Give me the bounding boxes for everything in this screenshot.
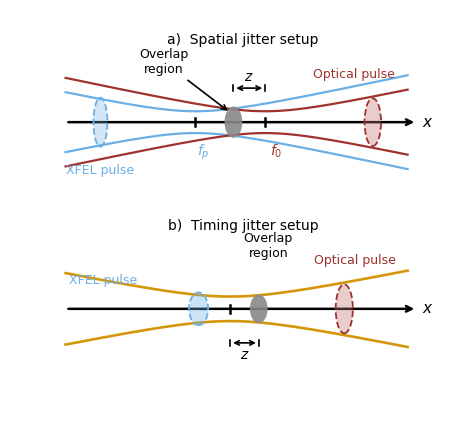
Ellipse shape bbox=[225, 106, 242, 138]
Ellipse shape bbox=[189, 292, 208, 325]
Text: $z$: $z$ bbox=[245, 70, 254, 84]
Text: $z$: $z$ bbox=[240, 348, 249, 362]
Text: Optical pulse: Optical pulse bbox=[314, 254, 396, 267]
Title: b)  Timing jitter setup: b) Timing jitter setup bbox=[168, 219, 318, 233]
Ellipse shape bbox=[250, 295, 268, 323]
Ellipse shape bbox=[336, 284, 353, 333]
Ellipse shape bbox=[365, 98, 381, 146]
Title: a)  Spatial jitter setup: a) Spatial jitter setup bbox=[167, 32, 319, 47]
Text: $f_0$: $f_0$ bbox=[270, 143, 283, 160]
Text: Overlap
region: Overlap region bbox=[139, 48, 227, 110]
Text: $f_p$: $f_p$ bbox=[197, 143, 210, 162]
Text: XFEL pulse: XFEL pulse bbox=[65, 165, 134, 177]
Text: $x$: $x$ bbox=[421, 115, 433, 130]
Ellipse shape bbox=[93, 97, 108, 147]
Text: Overlap
region: Overlap region bbox=[244, 232, 293, 260]
Text: XFEL pulse: XFEL pulse bbox=[69, 274, 137, 287]
Text: $x$: $x$ bbox=[421, 301, 433, 316]
Text: Optical pulse: Optical pulse bbox=[312, 68, 394, 81]
